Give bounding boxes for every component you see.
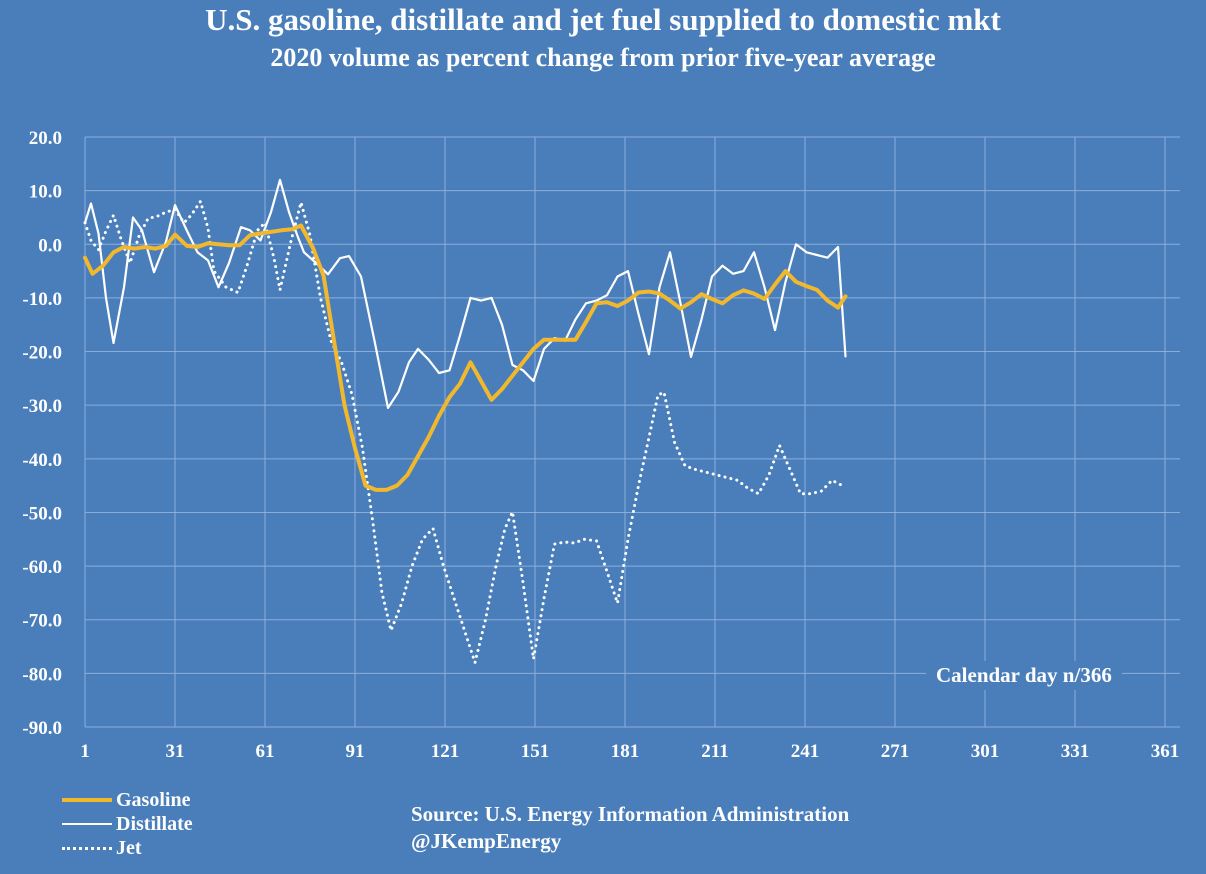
x-tick-label: 61 <box>256 741 275 762</box>
legend-item-gasoline: Gasoline <box>62 788 193 812</box>
distillate-line-swatch <box>62 823 112 825</box>
series-line-jet <box>83 199 847 665</box>
x-tick-label: 241 <box>791 741 820 762</box>
y-tick-label: 10.0 <box>29 182 62 203</box>
y-tick-label: -10.0 <box>22 289 62 310</box>
x-tick-label: 211 <box>701 741 728 762</box>
series-line-gasoline <box>83 223 848 492</box>
x-tick-label: 301 <box>971 741 1000 762</box>
x-tick-label: 361 <box>1151 741 1180 762</box>
y-tick-label: 0.0 <box>38 235 62 256</box>
gasoline-line-swatch <box>62 798 112 802</box>
y-axis-tick-labels: 20.0 10.0 0.0 -10.0 -20.0 -30.0 -40.0 -50.0 -60.… <box>22 128 62 739</box>
gridlines <box>84 136 1180 728</box>
source-note: Source: U.S. Energy Information Administ… <box>411 801 849 855</box>
series-line-distillate <box>83 178 847 409</box>
y-tick-label: -30.0 <box>22 396 62 417</box>
y-tick-label: -70.0 <box>22 611 62 632</box>
x-tick-label: 1 <box>80 741 90 762</box>
legend-label-distillate: Distillate <box>116 813 193 835</box>
legend-item-jet: Jet <box>62 836 193 860</box>
x-tick-label: 271 <box>881 741 910 762</box>
y-tick-label: -80.0 <box>22 664 62 685</box>
y-tick-label: 20.0 <box>29 128 62 149</box>
y-tick-label: -40.0 <box>22 450 62 471</box>
legend-label-jet: Jet <box>116 837 142 859</box>
legend: Gasoline Distillate Jet <box>62 788 193 860</box>
y-tick-label: -90.0 <box>22 718 62 739</box>
chart-subtitle: 2020 volume as percent change from prior… <box>270 43 936 72</box>
y-tick-label: -50.0 <box>22 503 62 524</box>
y-tick-label: -20.0 <box>22 343 62 364</box>
x-tick-label: 151 <box>521 741 550 762</box>
x-tick-label: 91 <box>346 741 365 762</box>
chart-title: U.S. gasoline, distillate and jet fuel s… <box>205 2 1001 37</box>
legend-item-distillate: Distillate <box>62 812 193 836</box>
series-lines <box>83 178 848 665</box>
x-tick-label: 181 <box>611 741 640 762</box>
source-text: Source: U.S. Energy Information Administ… <box>411 802 850 826</box>
author-handle: @JKempEnergy <box>411 829 562 853</box>
x-tick-label: 331 <box>1061 741 1090 762</box>
x-tick-label: 31 <box>166 741 185 762</box>
legend-label-gasoline: Gasoline <box>116 789 191 811</box>
x-axis-label: Calendar day n/366 <box>926 661 1122 690</box>
jet-line-swatch <box>62 846 112 850</box>
x-axis-tick-labels: 1 31 61 91 121 151 181 211 241 271 301 331 361 <box>80 741 1179 762</box>
x-tick-label: 121 <box>431 741 460 762</box>
y-tick-label: -60.0 <box>22 557 62 578</box>
